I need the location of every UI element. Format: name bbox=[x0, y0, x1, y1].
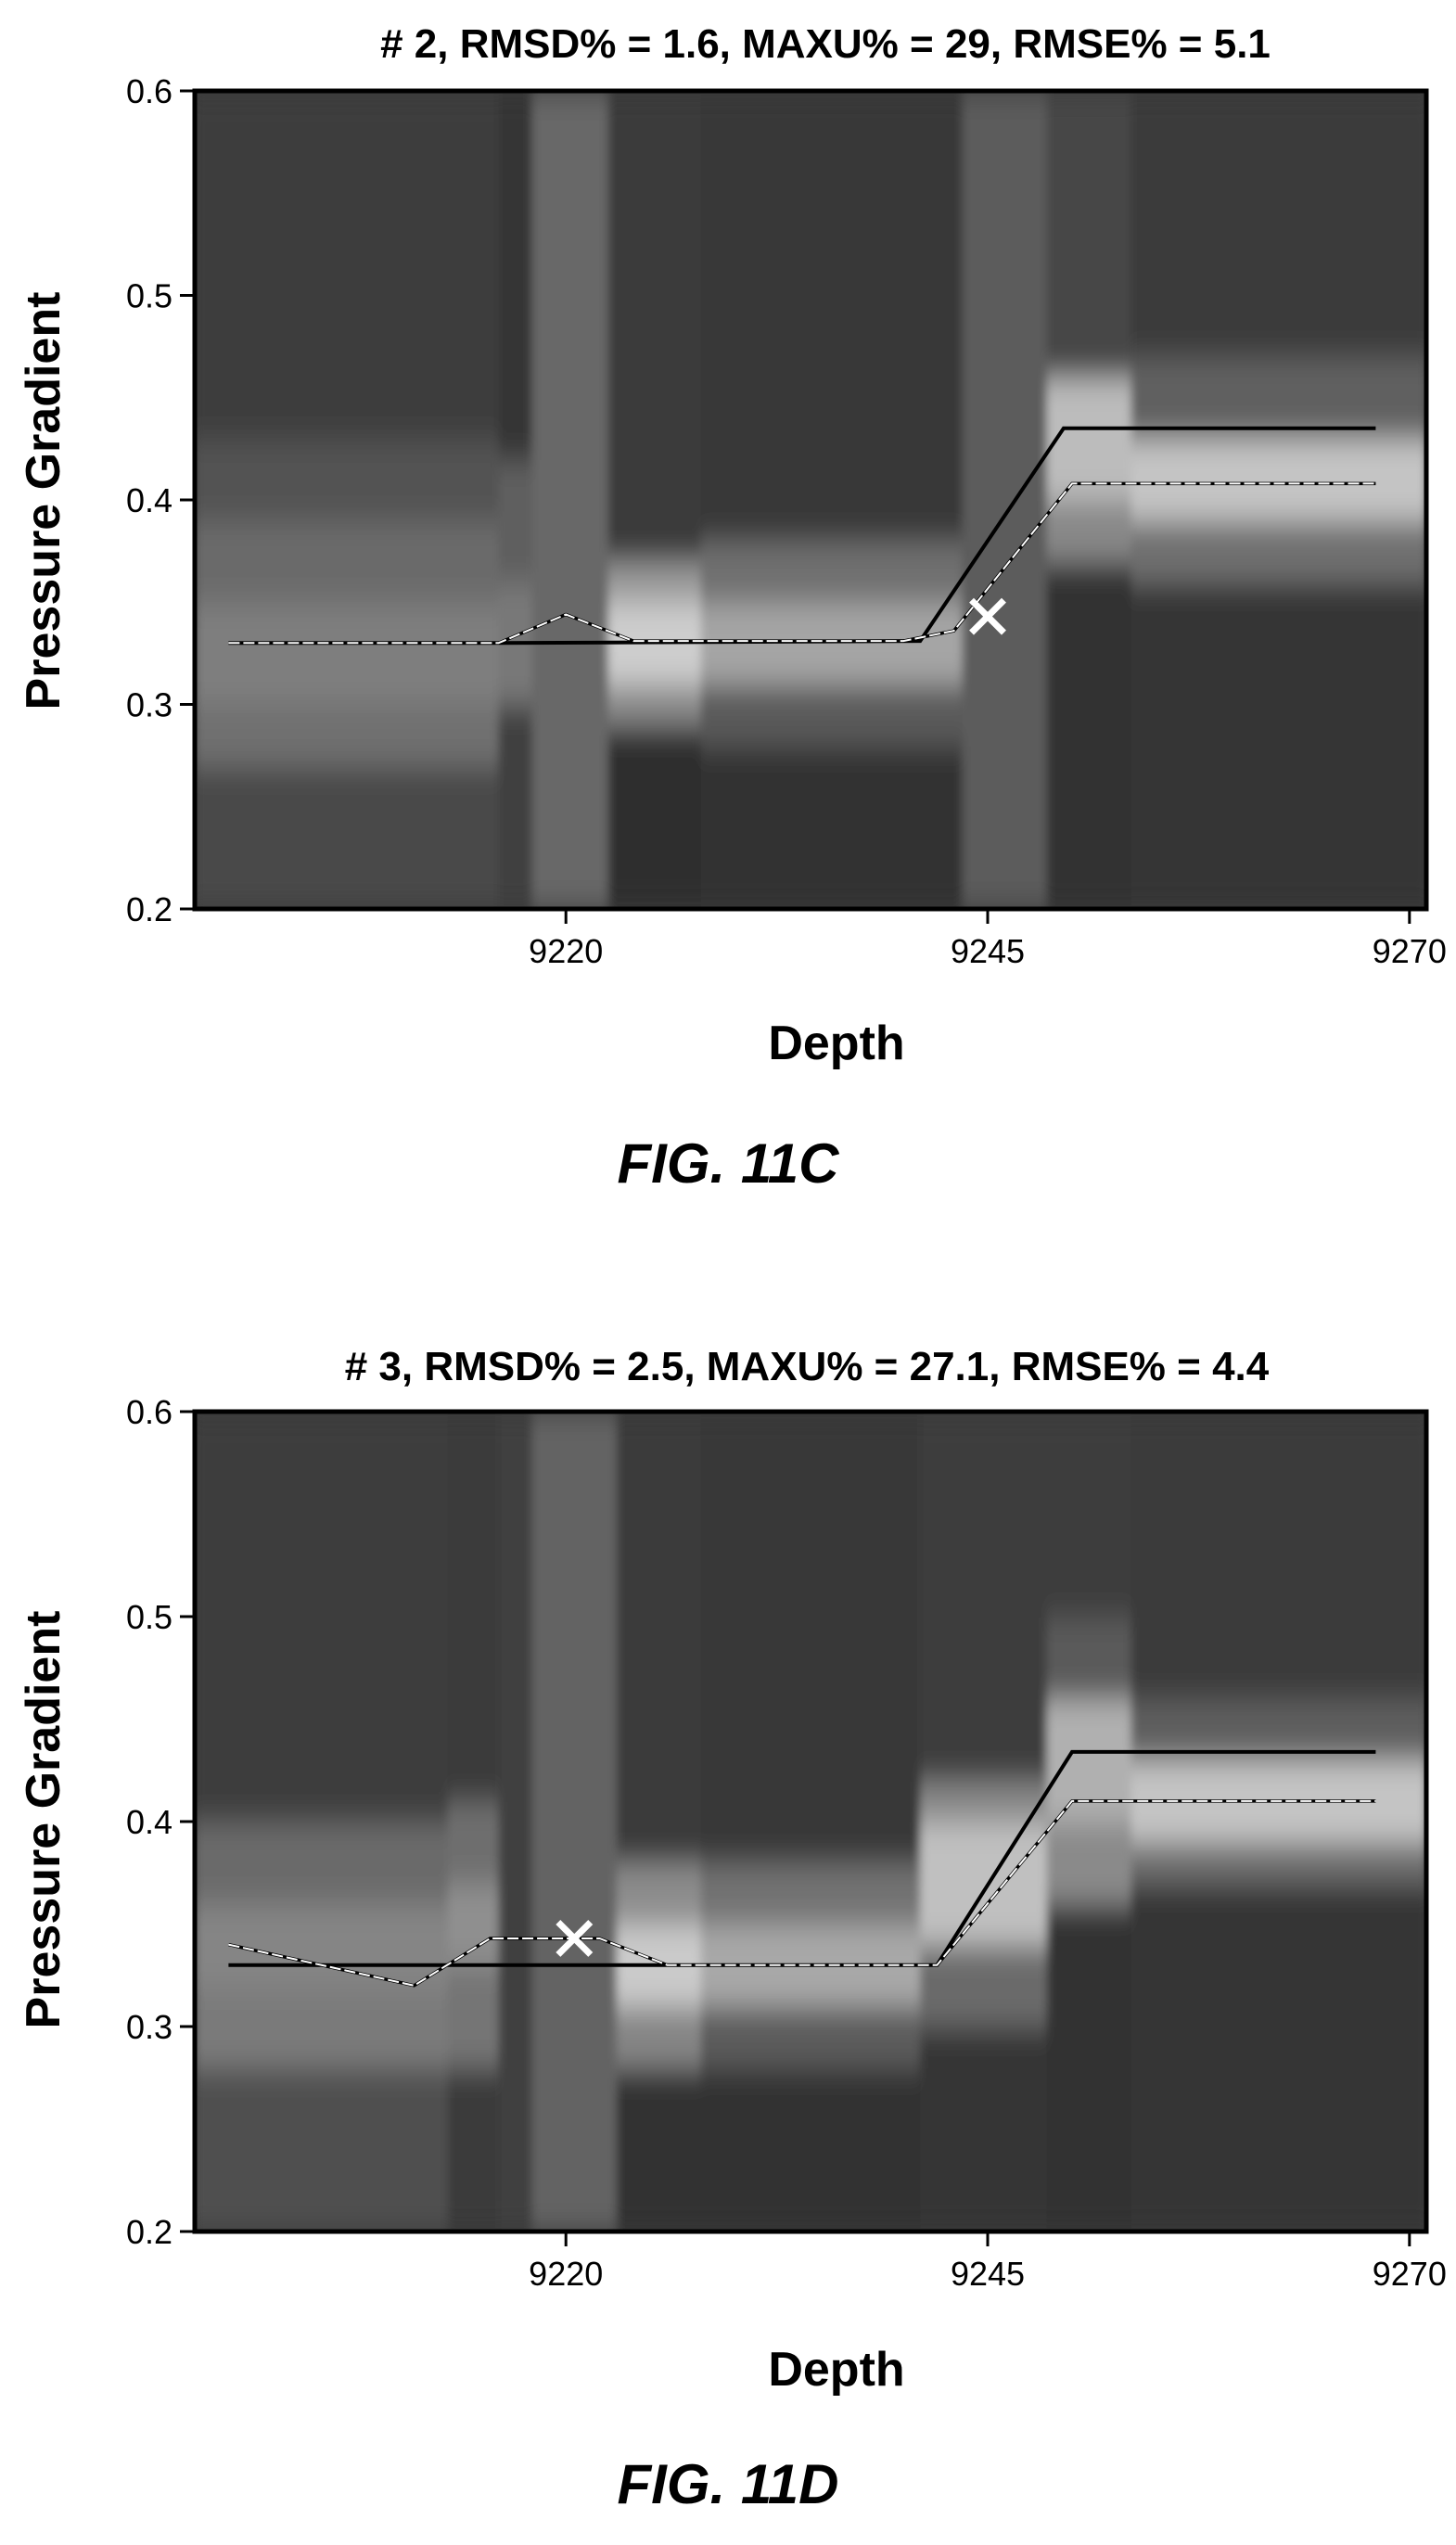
x-tick-label: 9220 bbox=[529, 2255, 603, 2293]
heatmap-cell bbox=[531, 1412, 618, 2232]
reference-line bbox=[228, 1749, 1376, 1967]
x-axis-label: Depth bbox=[768, 2343, 904, 2397]
chart-title: # 2, RMSD% = 1.6, MAXU% = 29, RMSE% = 5.… bbox=[380, 21, 1271, 67]
heatmap-cell bbox=[447, 1964, 500, 2069]
heatmap-cell bbox=[1130, 1883, 1426, 2232]
y-axis-label: Pressure Gradient bbox=[17, 1611, 70, 2029]
heatmap-cell bbox=[1130, 356, 1426, 440]
figure-11c: # 2, RMSD% = 1.6, MAXU% = 29, RMSE% = 5.… bbox=[0, 0, 1456, 1272]
y-tick-label: 0.5 bbox=[126, 1598, 172, 1636]
heatmap-cell bbox=[962, 91, 1048, 909]
chart-title: # 3, RMSD% = 2.5, MAXU% = 27.1, RMSE% = … bbox=[345, 1344, 1270, 1389]
heatmap-cell bbox=[195, 520, 500, 604]
y-tick-label: 0.3 bbox=[126, 2008, 172, 2046]
heatmap-cell bbox=[447, 1800, 500, 1885]
heatmap-cell bbox=[920, 1412, 1048, 1782]
heatmap-cell bbox=[1130, 582, 1426, 909]
heatmap-cell bbox=[607, 724, 702, 909]
y-tick-label: 0.4 bbox=[126, 1803, 172, 1841]
heatmap-cell bbox=[498, 1412, 533, 2232]
heatmap-cell bbox=[700, 745, 964, 909]
heatmap-cell bbox=[498, 704, 533, 909]
heatmap-cell bbox=[195, 1822, 449, 1905]
heatmap-cell bbox=[1046, 377, 1132, 501]
heatmap-cell bbox=[616, 2067, 702, 2232]
heatmap-cell bbox=[195, 704, 500, 767]
y-tick-label: 0.6 bbox=[126, 1393, 172, 1431]
heatmap-cell bbox=[195, 1412, 449, 1822]
y-tick-label: 0.2 bbox=[126, 890, 172, 928]
heatmap-cell bbox=[195, 438, 500, 522]
heatmap-cell bbox=[195, 1985, 449, 2069]
x-axis-label: Depth bbox=[768, 1017, 904, 1070]
x-marker bbox=[969, 597, 1006, 635]
y-tick-label: 0.3 bbox=[126, 686, 172, 724]
heatmap-cell bbox=[531, 91, 609, 909]
heatmap-cell bbox=[1130, 438, 1426, 522]
heatmap-cell bbox=[1046, 1698, 1132, 1822]
heatmap-cell bbox=[920, 1780, 1048, 1822]
heatmap-cell bbox=[700, 91, 964, 543]
figure-caption: FIG. 11D bbox=[618, 2453, 839, 2515]
heatmap-cell bbox=[700, 541, 964, 604]
heatmap-cell bbox=[700, 2005, 922, 2069]
heatmap-cell bbox=[920, 2027, 1048, 2232]
x-tick-label: 9270 bbox=[1373, 2255, 1447, 2293]
x-tick-label: 9245 bbox=[951, 932, 1025, 970]
heatmap-cell bbox=[1046, 1822, 1132, 1905]
x-marker bbox=[556, 1920, 594, 1957]
heatmap-cell bbox=[498, 458, 533, 583]
heatmap-cell bbox=[607, 561, 702, 604]
x-tick-label: 9270 bbox=[1373, 932, 1447, 970]
heatmap-cell bbox=[1046, 1617, 1132, 1700]
y-tick-label: 0.2 bbox=[126, 2213, 172, 2251]
heatmap-cell bbox=[195, 765, 500, 909]
chart-svg-11c: # 2, RMSD% = 1.6, MAXU% = 29, RMSE% = 5.… bbox=[17, 21, 1447, 1195]
heatmap-cell bbox=[616, 1412, 702, 1864]
density-heatmap bbox=[195, 91, 1426, 909]
heatmap-cell bbox=[195, 91, 500, 440]
heatmap-cell bbox=[607, 684, 702, 726]
x-tick-label: 9245 bbox=[951, 2255, 1025, 2293]
figure-11d: # 3, RMSD% = 2.5, MAXU% = 27.1, RMSE% = … bbox=[0, 1272, 1456, 2545]
estimate-line bbox=[228, 482, 1376, 645]
heatmap-cell bbox=[1130, 91, 1426, 358]
plot-area: 9220 9245 9270 0.2 0.3 0.4 0.5 0.6 bbox=[126, 72, 1447, 970]
heatmap-cell bbox=[447, 1412, 500, 1802]
heatmap-cell bbox=[498, 91, 533, 460]
heatmap-cell bbox=[1046, 500, 1132, 563]
heatmap-cell bbox=[700, 684, 964, 747]
x-tick-label: 9220 bbox=[529, 932, 603, 970]
heatmap-cell bbox=[447, 1883, 500, 1966]
figure-caption: FIG. 11C bbox=[618, 1132, 841, 1195]
heatmap-cell bbox=[616, 1862, 702, 1925]
heatmap-cell bbox=[920, 1822, 1048, 1946]
heatmap-cell bbox=[920, 1944, 1048, 2027]
chart-svg-11d: # 3, RMSD% = 2.5, MAXU% = 27.1, RMSE% = … bbox=[17, 1344, 1447, 2515]
heatmap-cell bbox=[1130, 1412, 1426, 1700]
heatmap-cell bbox=[607, 91, 702, 563]
heatmap-cell bbox=[195, 2067, 449, 2232]
plot-area: 9220 9245 9270 0.2 0.3 0.4 0.5 0.6 bbox=[126, 1393, 1447, 2293]
heatmap-cell bbox=[1130, 520, 1426, 583]
heatmap-cell bbox=[1046, 561, 1132, 909]
heatmap-cell bbox=[1046, 1412, 1132, 1618]
estimate-line bbox=[228, 1799, 1376, 1987]
heatmap-cell bbox=[700, 2067, 922, 2232]
density-heatmap bbox=[195, 1412, 1426, 2232]
y-tick-label: 0.4 bbox=[126, 481, 172, 519]
heatmap-cell bbox=[700, 1412, 922, 1864]
heatmap-cell bbox=[616, 2005, 702, 2069]
heatmap-cell bbox=[1130, 1842, 1426, 1885]
heatmap-cell bbox=[447, 2067, 500, 2232]
y-axis-label: Pressure Gradient bbox=[17, 292, 70, 710]
heatmap-cell bbox=[1046, 91, 1132, 378]
heatmap-cell bbox=[1046, 1903, 1132, 2232]
y-tick-label: 0.5 bbox=[126, 277, 172, 315]
y-tick-label: 0.6 bbox=[126, 72, 172, 110]
heatmap-cell bbox=[700, 1862, 922, 1925]
heatmap-cell bbox=[195, 602, 500, 706]
